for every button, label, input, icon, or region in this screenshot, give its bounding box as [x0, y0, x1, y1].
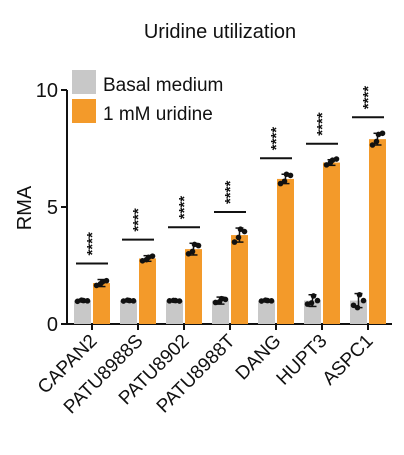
bar: [93, 283, 110, 324]
significance-label: ****: [84, 232, 101, 256]
bar: [74, 300, 91, 324]
y-tick-label: 5: [47, 197, 58, 219]
data-point: [124, 297, 131, 303]
significance-label: ****: [176, 196, 193, 220]
bar: [323, 162, 340, 324]
x-tick-label: ASPC1: [319, 331, 378, 390]
data-point: [354, 304, 361, 311]
data-point: [241, 228, 248, 235]
data-point: [189, 248, 196, 255]
data-point: [84, 298, 91, 304]
data-point: [268, 298, 275, 304]
data-point: [333, 156, 340, 162]
data-point: [170, 297, 177, 304]
data-point: [97, 280, 104, 287]
significance-label: ****: [268, 127, 285, 151]
legend-label-uridine: 1 mM uridine: [103, 104, 213, 125]
bar: [212, 300, 229, 324]
data-point: [356, 291, 363, 298]
data-point: [130, 298, 137, 304]
data-point: [143, 256, 150, 263]
bar: [277, 178, 294, 324]
data-point: [327, 159, 334, 166]
data-point: [78, 297, 85, 303]
legend-label-basal: Basal medium: [103, 75, 223, 96]
y-axis-label: RMA: [14, 185, 36, 230]
data-point: [149, 253, 156, 259]
significance-label: ****: [360, 86, 377, 110]
bar: [166, 300, 183, 324]
legend-swatch-uridine: [72, 99, 96, 123]
data-point: [369, 142, 376, 148]
data-point: [310, 293, 317, 299]
data-point: [373, 138, 380, 145]
data-point: [360, 297, 367, 304]
data-point: [195, 242, 202, 249]
bar: [369, 139, 386, 324]
legend-swatch-basal: [72, 70, 96, 94]
data-point: [314, 297, 321, 304]
data-point: [222, 296, 229, 303]
y-tick-label: 0: [47, 314, 58, 336]
data-point: [216, 298, 223, 305]
bar: [120, 300, 137, 324]
bar: [139, 258, 156, 324]
legend: Basal medium 1 mM uridine: [72, 70, 223, 125]
bar: [258, 300, 275, 324]
data-point: [308, 300, 315, 306]
data-point: [235, 234, 242, 241]
data-point: [231, 239, 238, 245]
data-point: [379, 130, 386, 137]
data-point: [262, 297, 269, 303]
y-tick-label: 10: [36, 80, 58, 102]
bar: [185, 249, 202, 324]
data-point: [176, 298, 183, 304]
significance-label: ****: [314, 112, 331, 136]
chart-title: Uridine utilization: [144, 21, 296, 43]
x-tick-label: HUPT3: [273, 331, 332, 390]
significance-label: ****: [222, 181, 239, 205]
plot-area: 0510CAPAN2****PATU8988S****PATU8902****P…: [34, 80, 392, 418]
bar: [231, 235, 248, 324]
data-point: [103, 277, 110, 284]
data-point: [281, 178, 288, 185]
significance-label: ****: [130, 208, 147, 232]
data-point: [287, 172, 294, 179]
